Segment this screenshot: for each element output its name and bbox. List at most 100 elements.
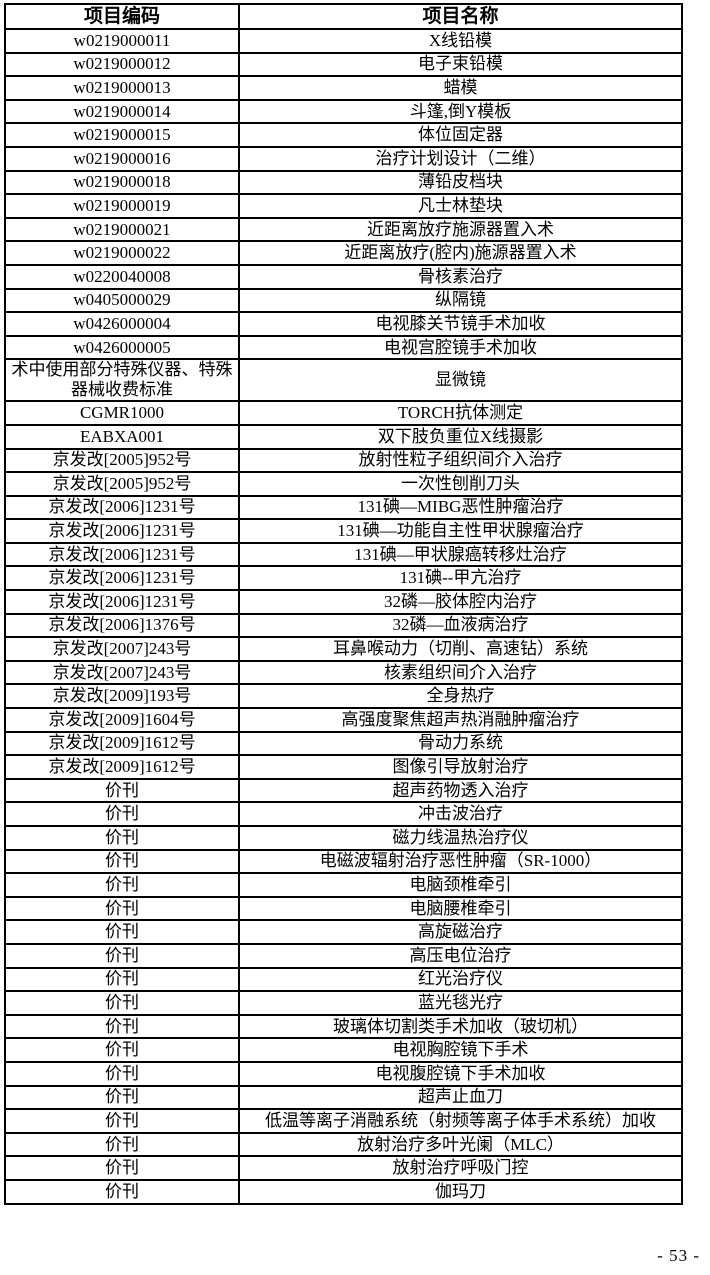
item-code-cell: 京发改[2009]193号 xyxy=(4,683,240,710)
table-row: 价刊 伽玛刀 xyxy=(4,1178,683,1205)
item-code-cell: w0219000019 xyxy=(4,193,240,219)
table-row: 价刊 低温等离子消融系统（射频等离子体手术系统）加收 xyxy=(4,1108,683,1134)
fee-items-table: 项目编码 项目名称 w0219000011 X线铅模 w0219000012 电… xyxy=(4,3,683,1205)
table-row: w0219000015 体位固定器 xyxy=(4,122,683,148)
item-code-cell: w0219000021 xyxy=(4,216,240,243)
item-name-cell: 双下肢负重位X线摄影 xyxy=(238,423,683,450)
table-row: 价刊 高压电位治疗 xyxy=(4,942,683,969)
item-name-cell: 电子束铅模 xyxy=(238,51,683,78)
table-row: w0219000019 凡士林垫块 xyxy=(4,193,683,219)
table-row: 术中使用部分特殊仪器、特殊器械收费标准 显微镜 xyxy=(4,358,683,403)
item-code-cell: 京发改[2009]1612号 xyxy=(4,730,240,757)
item-name-cell: 电视腹腔镜下手术加收 xyxy=(238,1060,683,1087)
table-row: 京发改[2005]952号 放射性粒子组织间介入治疗 xyxy=(4,447,683,474)
item-code-cell: 京发改[2009]1612号 xyxy=(4,754,240,780)
item-name-cell: 红光治疗仪 xyxy=(238,966,683,993)
item-code-cell: 京发改[2005]952号 xyxy=(4,471,240,497)
table-row: w0219000014 斗篷,倒Y模板 xyxy=(4,98,683,125)
item-name-cell: 高压电位治疗 xyxy=(238,942,683,969)
item-code-cell: w0219000014 xyxy=(4,98,240,125)
item-name-cell: TORCH抗体测定 xyxy=(238,400,683,426)
item-name-cell: 蓝光毯光疗 xyxy=(238,990,683,1016)
item-code-cell: 价刊 xyxy=(4,895,240,922)
table-row: w0426000004 电视膝关节镜手术加收 xyxy=(4,311,683,337)
item-name-cell: 高旋磁治疗 xyxy=(238,919,683,945)
item-name-cell: 放射性粒子组织间介入治疗 xyxy=(238,447,683,474)
item-code-cell: 价刊 xyxy=(4,1013,240,1040)
item-code-cell: 价刊 xyxy=(4,990,240,1016)
table-row: 价刊 电脑腰椎牵引 xyxy=(4,895,683,922)
table-row: 价刊 超声药物透入治疗 xyxy=(4,777,683,804)
table-row: w0219000022 近距离放疗(腔内)施源器置入术 xyxy=(4,240,683,266)
item-name-cell: 骨核素治疗 xyxy=(238,263,683,290)
item-name-cell: 骨动力系统 xyxy=(238,730,683,757)
item-code-cell: w0220040008 xyxy=(4,263,240,290)
item-code-cell: 京发改[2006]1231号 xyxy=(4,518,240,544)
item-name-cell: 超声药物透入治疗 xyxy=(238,777,683,804)
item-name-cell: 131碘—功能自主性甲状腺瘤治疗 xyxy=(238,518,683,544)
item-code-cell: 京发改[2006]1231号 xyxy=(4,494,240,521)
item-name-cell: 低温等离子消融系统（射频等离子体手术系统）加收 xyxy=(238,1108,683,1134)
item-code-cell: 京发改[2006]1231号 xyxy=(4,589,240,615)
item-name-cell: 电视胸腔镜下手术 xyxy=(238,1037,683,1063)
item-code-cell: 价刊 xyxy=(4,801,240,827)
item-code-cell: w0219000022 xyxy=(4,240,240,266)
item-code-cell: 价刊 xyxy=(4,777,240,804)
table-row: 京发改[2005]952号 一次性刨削刀头 xyxy=(4,471,683,497)
item-name-cell: 131碘--甲亢治疗 xyxy=(238,565,683,592)
item-name-cell: 电脑颈椎牵引 xyxy=(238,872,683,898)
header-row: 项目编码 项目名称 xyxy=(4,3,683,30)
item-name-cell: 电脑腰椎牵引 xyxy=(238,895,683,922)
table-row: 京发改[2006]1231号 131碘—MIBG恶性肿瘤治疗 xyxy=(4,494,683,521)
item-name-cell: 131碘—MIBG恶性肿瘤治疗 xyxy=(238,494,683,521)
item-name-cell: 近距离放疗(腔内)施源器置入术 xyxy=(238,240,683,266)
table-row: 京发改[2009]193号 全身热疗 xyxy=(4,683,683,710)
item-code-cell: 京发改[2006]1231号 xyxy=(4,541,240,568)
item-code-cell: 价刊 xyxy=(4,1108,240,1134)
item-name-cell: 蜡模 xyxy=(238,75,683,101)
item-name-cell: 磁力线温热治疗仪 xyxy=(238,825,683,851)
table-row: 京发改[2006]1231号 131碘—甲状腺癌转移灶治疗 xyxy=(4,541,683,568)
item-name-cell: 32磷—胶体腔内治疗 xyxy=(238,589,683,615)
table-row: 价刊 放射治疗多叶光阑（MLC） xyxy=(4,1131,683,1158)
item-code-cell: 价刊 xyxy=(4,848,240,875)
item-name-cell: 全身热疗 xyxy=(238,683,683,710)
item-code-cell: 价刊 xyxy=(4,1131,240,1158)
table-row: 价刊 电脑颈椎牵引 xyxy=(4,872,683,898)
item-name-cell: 纵隔镜 xyxy=(238,287,683,314)
item-name-cell: 32磷—血液病治疗 xyxy=(238,612,683,639)
item-code-cell: 价刊 xyxy=(4,1155,240,1181)
item-name-cell: 131碘—甲状腺癌转移灶治疗 xyxy=(238,541,683,568)
item-code-cell: 京发改[2007]243号 xyxy=(4,636,240,662)
item-name-cell: 斗篷,倒Y模板 xyxy=(238,98,683,125)
item-code-cell: w0219000015 xyxy=(4,122,240,148)
item-code-cell: w0219000018 xyxy=(4,169,240,196)
table-row: 京发改[2006]1231号 32磷—胶体腔内治疗 xyxy=(4,589,683,615)
table-row: EABXA001 双下肢负重位X线摄影 xyxy=(4,423,683,450)
item-code-cell: 京发改[2006]1231号 xyxy=(4,565,240,592)
col-header-item-code: 项目编码 xyxy=(4,3,240,30)
table-row: 京发改[2007]243号 耳鼻喉动力（切削、高速钻）系统 xyxy=(4,636,683,662)
table-row: 价刊 电视胸腔镜下手术 xyxy=(4,1037,683,1063)
item-name-cell: 显微镜 xyxy=(238,358,683,403)
table-row: 价刊 磁力线温热治疗仪 xyxy=(4,825,683,851)
table-row: w0219000013 蜡模 xyxy=(4,75,683,101)
item-name-cell: 核素组织间介入治疗 xyxy=(238,659,683,686)
table-row: w0426000005 电视宫腔镜手术加收 xyxy=(4,334,683,361)
table-row: w0220040008 骨核素治疗 xyxy=(4,263,683,290)
table-row: w0219000016 治疗计划设计（二维） xyxy=(4,145,683,172)
table-header: 项目编码 项目名称 xyxy=(4,3,683,30)
item-name-cell: 耳鼻喉动力（切削、高速钻）系统 xyxy=(238,636,683,662)
item-code-cell: w0219000011 xyxy=(4,28,240,54)
item-code-cell: 京发改[2009]1604号 xyxy=(4,707,240,733)
item-name-cell: 放射治疗呼吸门控 xyxy=(238,1155,683,1181)
table-row: 价刊 红光治疗仪 xyxy=(4,966,683,993)
item-name-cell: 图像引导放射治疗 xyxy=(238,754,683,780)
item-name-cell: 冲击波治疗 xyxy=(238,801,683,827)
table-row: w0219000011 X线铅模 xyxy=(4,28,683,54)
item-name-cell: 凡士林垫块 xyxy=(238,193,683,219)
table-row: 京发改[2007]243号 核素组织间介入治疗 xyxy=(4,659,683,686)
item-code-cell: w0219000016 xyxy=(4,145,240,172)
item-name-cell: 治疗计划设计（二维） xyxy=(238,145,683,172)
item-code-cell: w0219000012 xyxy=(4,51,240,78)
